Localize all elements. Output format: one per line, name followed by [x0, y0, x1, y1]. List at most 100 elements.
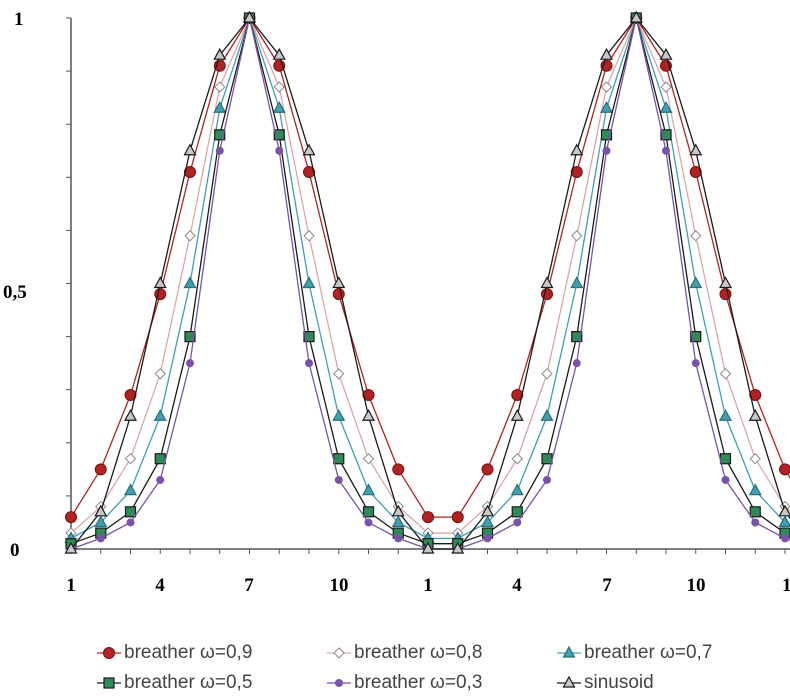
x-tick-label: 10 [687, 575, 706, 596]
data-point [213, 101, 227, 113]
legend-marker-icon [557, 675, 581, 688]
data-point [691, 359, 700, 368]
data-point [332, 409, 346, 421]
data-point [303, 331, 315, 343]
data-point [480, 504, 495, 517]
data-point [511, 389, 524, 402]
series-group [64, 10, 790, 554]
legend-item: breather ω=0,8 [326, 642, 556, 664]
data-point [362, 389, 375, 402]
legend-marker-icon [327, 679, 351, 687]
y-tick-label: 1 [14, 9, 24, 30]
x-tick-label: 4 [155, 575, 165, 596]
data-point [184, 331, 196, 343]
data-point [599, 101, 614, 113]
data-point [65, 511, 77, 524]
series-line [70, 15, 790, 540]
data-point [153, 409, 167, 421]
data-point [333, 453, 345, 465]
data-point [778, 515, 790, 528]
legend-label: breather ω=0,7 [584, 642, 713, 663]
data-point [718, 276, 733, 289]
data-point [570, 276, 584, 289]
data-point [718, 409, 733, 421]
data-point [480, 515, 495, 528]
data-point [94, 515, 108, 528]
data-point [364, 518, 373, 527]
data-point [273, 129, 285, 141]
data-point [154, 368, 166, 380]
x-tick-label: 1 [782, 575, 790, 596]
data-point [660, 129, 672, 141]
data-point [659, 101, 673, 113]
data-point [511, 453, 523, 465]
data-point [689, 143, 703, 156]
data-point [302, 276, 316, 289]
data-point [690, 331, 702, 343]
data-point [94, 504, 108, 517]
series-line [70, 16, 790, 550]
data-point [540, 276, 554, 289]
legend-item: sinusoid [556, 672, 786, 694]
data-point [305, 359, 313, 368]
data-point [541, 368, 553, 380]
data-point [602, 146, 611, 155]
data-point [513, 518, 522, 527]
data-point [273, 81, 285, 93]
data-point [362, 453, 375, 465]
data-point [689, 165, 702, 178]
data-point [451, 511, 464, 524]
data-point [126, 518, 135, 527]
data-point [570, 165, 583, 178]
data-point [600, 129, 613, 141]
data-point [272, 101, 286, 113]
data-point [242, 10, 257, 23]
data-point [392, 463, 405, 476]
data-point [572, 359, 581, 368]
legend-item: breather ω=0,9 [96, 642, 326, 664]
data-point [778, 504, 790, 517]
data-point [361, 483, 376, 496]
series-group [67, 14, 790, 553]
legend-label: breather ω=0,3 [354, 672, 483, 693]
data-point [302, 143, 316, 156]
data-point [213, 47, 227, 60]
series-group [65, 12, 790, 550]
data-point [123, 483, 138, 496]
data-point [779, 463, 790, 476]
data-point [571, 230, 583, 242]
legend-item: breather ω=0,5 [96, 672, 326, 694]
data-point [183, 276, 197, 289]
data-point [303, 230, 315, 242]
data-point [749, 389, 762, 402]
data-point [64, 541, 78, 554]
legend-label: breather ω=0,8 [354, 642, 483, 663]
data-point [543, 475, 551, 484]
data-point [391, 515, 405, 528]
legend-marker-icon [557, 645, 581, 658]
x-tick-label: 7 [244, 575, 254, 596]
data-point [541, 453, 553, 465]
data-point [510, 483, 524, 496]
data-point [781, 534, 789, 543]
data-point [749, 453, 761, 465]
legend-item: breather ω=0,3 [326, 672, 556, 694]
data-point [333, 368, 345, 380]
data-point [629, 10, 643, 23]
data-point [124, 453, 137, 465]
data-point [540, 409, 554, 421]
legend-marker-icon [327, 647, 351, 659]
data-point [721, 475, 730, 484]
data-point [184, 165, 196, 178]
legend-label: breather ω=0,9 [124, 642, 253, 663]
data-point [659, 47, 673, 60]
x-tick-label: 1 [423, 575, 433, 596]
data-point [184, 230, 196, 242]
data-point [183, 143, 197, 156]
data-point [153, 276, 167, 289]
data-point [123, 409, 138, 421]
data-point [214, 81, 226, 93]
data-point [748, 483, 762, 496]
